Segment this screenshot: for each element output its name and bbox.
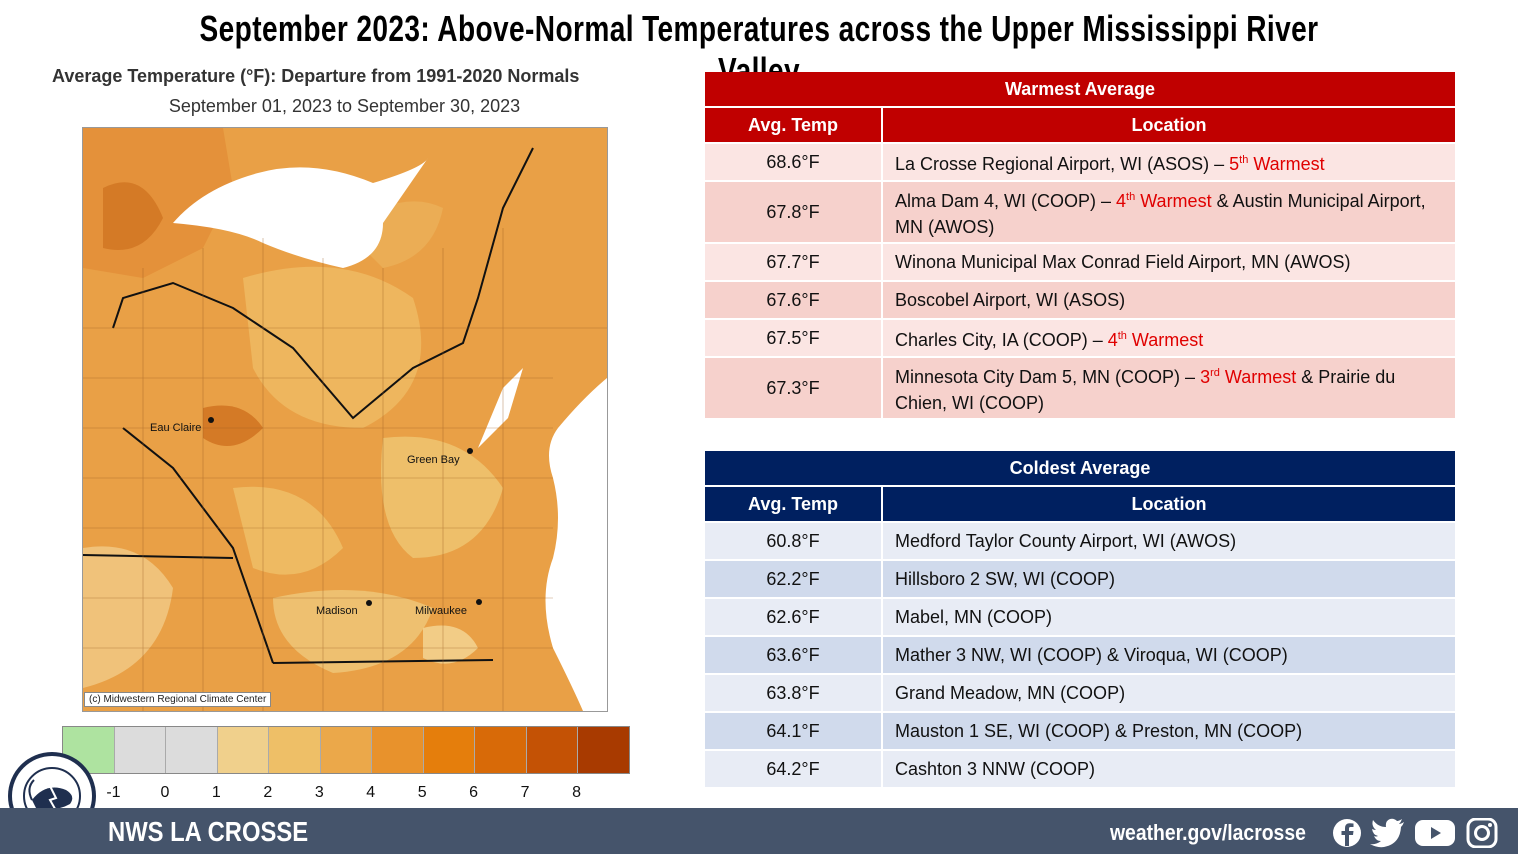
avg-temp-cell: 64.2°F xyxy=(705,751,883,787)
footer-bar: NWS LA CROSSE weather.gov/lacrosse xyxy=(0,808,1518,854)
location-cell: Winona Municipal Max Conrad Field Airpor… xyxy=(883,244,1455,280)
location-cell: Charles City, IA (COOP) – 4th Warmest xyxy=(883,320,1455,356)
record-rank: 4th Warmest xyxy=(1107,330,1204,350)
avg-temp-cell: 62.6°F xyxy=(705,599,883,635)
legend-swatch xyxy=(526,727,579,773)
location-cell: Minnesota City Dam 5, MN (COOP) – 3rd Wa… xyxy=(883,358,1455,418)
map-credit: (c) Midwestern Regional Climate Center xyxy=(84,692,272,707)
table-row: 64.1°F Mauston 1 SE, WI (COOP) & Preston,… xyxy=(705,713,1455,749)
legend-swatch xyxy=(578,727,630,773)
map-title: Average Temperature (°F): Departure from… xyxy=(52,66,580,86)
record-rank: 4th Warmest xyxy=(1116,191,1212,211)
location-cell: Hillsboro 2 SW, WI (COOP) xyxy=(883,561,1455,597)
avg-temp-cell: 67.8°F xyxy=(705,182,883,242)
website-link[interactable]: weather.gov/lacrosse xyxy=(1110,820,1306,845)
legend-label: 3 xyxy=(314,784,324,801)
legend-label: 0 xyxy=(160,784,170,801)
legend-label: 4 xyxy=(366,784,376,801)
city-label-madison: Madison xyxy=(316,605,358,617)
page-title: September 2023: Above-Normal Temperature… xyxy=(199,8,1319,91)
table-row: 67.8°F Alma Dam 4, WI (COOP) – 4th Warmes… xyxy=(705,182,1455,242)
legend-label: 7 xyxy=(520,784,530,801)
legend-label: 1 xyxy=(211,784,221,801)
legend-label: 6 xyxy=(469,784,479,801)
facebook-icon[interactable] xyxy=(1332,818,1362,848)
office-name: NWS LA CROSSE xyxy=(108,816,309,847)
location-cell: Mabel, MN (COOP) xyxy=(883,599,1455,635)
coldest-col-location: Location xyxy=(883,487,1455,521)
coldest-table: Coldest Average Avg. Temp Location 60.8°… xyxy=(705,449,1455,789)
warmest-banner: Warmest Average xyxy=(705,72,1455,106)
legend-swatch xyxy=(269,727,321,773)
table-row: 67.5°F Charles City, IA (COOP) – 4th Warm… xyxy=(705,320,1455,356)
legend-swatch xyxy=(114,727,167,773)
location-cell: Mather 3 NW, WI (COOP) & Viroqua, WI (CO… xyxy=(883,637,1455,673)
instagram-icon[interactable] xyxy=(1466,818,1498,848)
city-label-green-bay: Green Bay xyxy=(407,454,460,466)
avg-temp-cell: 68.6°F xyxy=(705,144,883,180)
legend-label: 2 xyxy=(263,784,273,801)
location-cell: La Crosse Regional Airport, WI (ASOS) – … xyxy=(883,144,1455,180)
table-row: 64.2°F Cashton 3 NNW (COOP) xyxy=(705,751,1455,787)
warmest-col-temp: Avg. Temp xyxy=(705,108,883,142)
avg-temp-cell: 62.2°F xyxy=(705,561,883,597)
avg-temp-cell: 64.1°F xyxy=(705,713,883,749)
legend-label: 5 xyxy=(417,784,427,801)
city-label-eau-claire: Eau Claire xyxy=(150,422,201,434)
location-cell: Grand Meadow, MN (COOP) xyxy=(883,675,1455,711)
avg-temp-cell: 67.6°F xyxy=(705,282,883,318)
table-row: 68.6°F La Crosse Regional Airport, WI (AS… xyxy=(705,144,1455,180)
legend-label: 8 xyxy=(572,784,581,801)
table-row: 62.2°F Hillsboro 2 SW, WI (COOP) xyxy=(705,561,1455,597)
legend-swatch xyxy=(372,727,424,773)
map-subtitle: September 01, 2023 to September 30, 2023 xyxy=(168,96,521,116)
record-rank: 5th Warmest xyxy=(1229,154,1325,174)
record-rank: 3rd Warmest xyxy=(1200,367,1297,387)
temperature-departure-map: Eau Claire Green Bay Madison Milwaukee xyxy=(82,127,608,712)
location-cell: Cashton 3 NNW (COOP) xyxy=(883,751,1455,787)
table-row: 67.6°F Boscobel Airport, WI (ASOS) xyxy=(705,282,1455,318)
table-row: 67.3°F Minnesota City Dam 5, MN (COOP) – … xyxy=(705,358,1455,418)
color-legend xyxy=(62,726,630,774)
city-label-milwaukee: Milwaukee xyxy=(415,605,467,617)
legend-swatch xyxy=(423,727,476,773)
avg-temp-cell: 67.3°F xyxy=(705,358,883,418)
location-cell: Boscobel Airport, WI (ASOS) xyxy=(883,282,1455,318)
location-cell: Alma Dam 4, WI (COOP) – 4th Warmest & Au… xyxy=(883,182,1455,242)
table-row: 67.7°F Winona Municipal Max Conrad Field … xyxy=(705,244,1455,280)
legend-label: -1 xyxy=(106,784,121,801)
legend-swatch xyxy=(320,727,373,773)
youtube-icon[interactable] xyxy=(1414,818,1456,848)
avg-temp-cell: 60.8°F xyxy=(705,523,883,559)
coldest-col-temp: Avg. Temp xyxy=(705,487,883,521)
table-row: 63.6°F Mather 3 NW, WI (COOP) & Viroqua, … xyxy=(705,637,1455,673)
avg-temp-cell: 67.7°F xyxy=(705,244,883,280)
legend-swatch xyxy=(217,727,270,773)
legend-swatch xyxy=(166,727,218,773)
table-row: 62.6°F Mabel, MN (COOP) xyxy=(705,599,1455,635)
location-cell: Mauston 1 SE, WI (COOP) & Preston, MN (C… xyxy=(883,713,1455,749)
table-row: 60.8°F Medford Taylor County Airport, WI … xyxy=(705,523,1455,559)
coldest-banner: Coldest Average xyxy=(705,451,1455,485)
twitter-icon[interactable] xyxy=(1370,818,1406,848)
avg-temp-cell: 63.6°F xyxy=(705,637,883,673)
avg-temp-cell: 67.5°F xyxy=(705,320,883,356)
location-cell: Medford Taylor County Airport, WI (AWOS) xyxy=(883,523,1455,559)
legend-swatch xyxy=(475,727,527,773)
warmest-col-location: Location xyxy=(883,108,1455,142)
warmest-table: Warmest Average Avg. Temp Location 68.6°… xyxy=(705,70,1455,420)
avg-temp-cell: 63.8°F xyxy=(705,675,883,711)
table-row: 63.8°F Grand Meadow, MN (COOP) xyxy=(705,675,1455,711)
